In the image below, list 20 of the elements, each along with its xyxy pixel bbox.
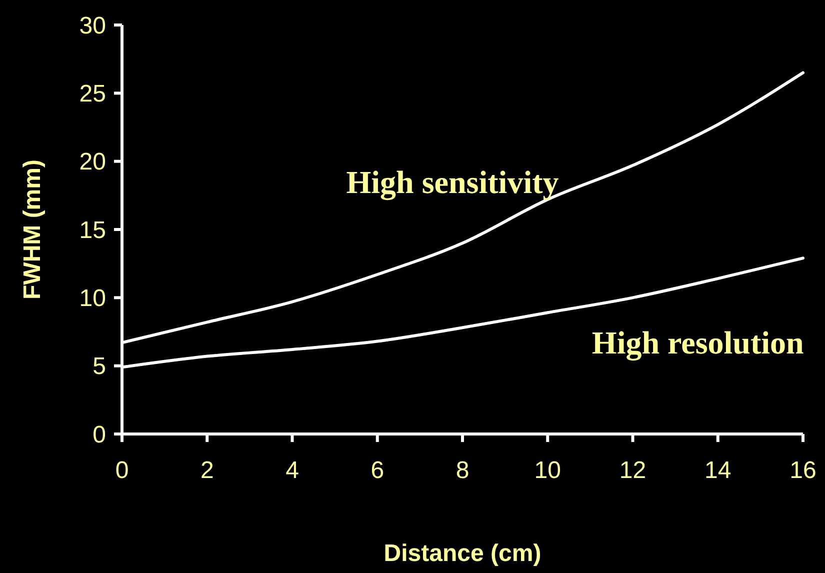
x-axis-title: Distance (cm) (384, 540, 542, 567)
x-tick-label: 14 (704, 457, 732, 484)
x-tick-label: 16 (790, 457, 816, 484)
y-axis-title: FWHM (mm) (19, 160, 46, 300)
x-tick-label: 10 (534, 457, 561, 484)
x-tick-label: 8 (456, 457, 470, 484)
x-tick-label: 4 (286, 457, 299, 484)
y-tick-label: 15 (79, 216, 106, 244)
x-tick-label: 6 (370, 457, 384, 484)
y-tick-label: 0 (92, 421, 106, 448)
y-tick-label: 20 (79, 148, 106, 176)
series-label: High resolution (592, 324, 804, 362)
series-label: High sensitivity (346, 164, 559, 202)
y-tick-label: 30 (79, 12, 106, 40)
x-tick-label: 0 (115, 457, 129, 484)
y-tick-label: 25 (79, 80, 106, 108)
x-tick-label: 2 (200, 457, 214, 484)
y-tick-label: 10 (79, 285, 106, 312)
y-tick-label: 5 (92, 353, 106, 380)
x-tick-label: 12 (619, 457, 646, 484)
